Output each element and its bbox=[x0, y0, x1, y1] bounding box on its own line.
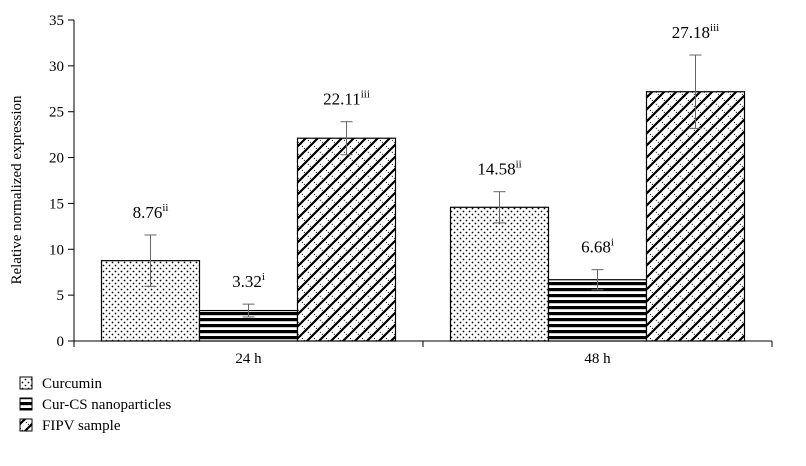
legend-label: FIPV sample bbox=[42, 418, 121, 434]
data-label: 6.68i bbox=[581, 237, 614, 257]
bar bbox=[645, 91, 746, 342]
legend: Curcumin Cur-CS nanoparticles FIPV sample bbox=[19, 376, 171, 434]
y-tick-label: 20 bbox=[49, 151, 64, 167]
x-axis: 24 h 48 h bbox=[73, 340, 773, 367]
y-tick-label: 30 bbox=[49, 59, 64, 75]
legend-swatch bbox=[19, 376, 33, 390]
bar bbox=[296, 137, 397, 342]
x-tick-label: 48 h bbox=[584, 351, 611, 367]
y-tick-label: 10 bbox=[49, 242, 64, 258]
y-tick-label: 15 bbox=[49, 196, 64, 212]
legend-swatch bbox=[19, 418, 33, 432]
y-tick-label: 0 bbox=[57, 334, 65, 350]
legend-label: Curcumin bbox=[42, 376, 102, 392]
legend-swatch bbox=[19, 397, 33, 411]
y-axis-label: Relative normalized expression bbox=[9, 95, 25, 285]
data-label: 27.18iii bbox=[672, 22, 719, 42]
y-tick-label: 25 bbox=[49, 105, 64, 121]
x-tick-label: 24 h bbox=[235, 351, 262, 367]
data-label: 22.11iii bbox=[323, 89, 370, 109]
bar bbox=[449, 206, 550, 342]
legend-label: Cur-CS nanoparticles bbox=[42, 397, 171, 413]
data-label: 8.76ii bbox=[133, 202, 169, 222]
bars: 8.76ii 3.32i 22.11iii 14.58ii 6.68i 27.18iii bbox=[100, 22, 746, 342]
y-axis: 0 5 10 15 20 25 30 35 bbox=[49, 13, 75, 350]
data-label: 14.58ii bbox=[477, 159, 521, 179]
data-label: 3.32i bbox=[232, 271, 265, 291]
y-tick-label: 5 bbox=[57, 288, 65, 304]
y-tick-label: 35 bbox=[49, 13, 64, 29]
